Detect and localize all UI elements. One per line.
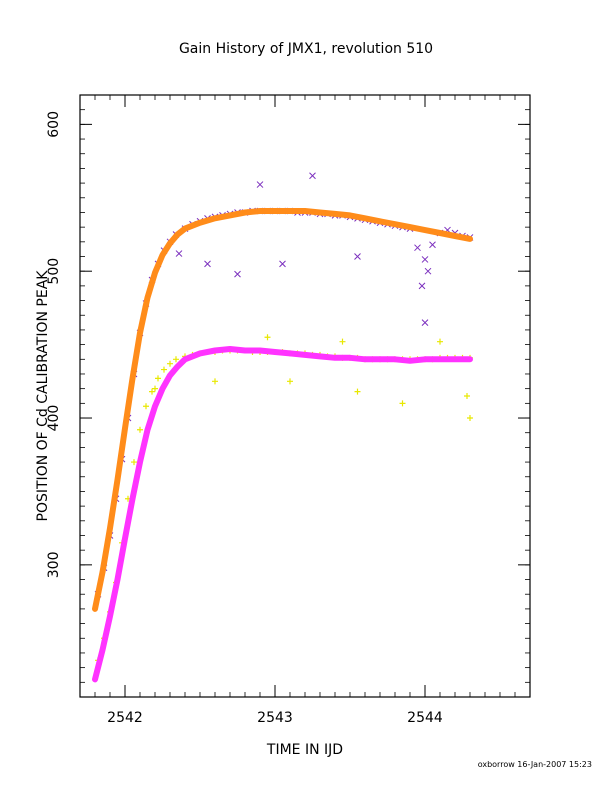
x-tick-labels: 2542 2543 2544: [107, 710, 443, 726]
major-ticks: [80, 95, 530, 697]
fit-curve: [92, 346, 473, 683]
data-point: [287, 378, 293, 385]
data-point: [161, 366, 167, 373]
fit-curve: [92, 208, 473, 612]
data-point: [173, 356, 179, 363]
data-point: [264, 334, 271, 341]
minor-ticks: [79, 94, 531, 698]
chart-title: Gain History of JMX1, revolution 510: [179, 41, 433, 57]
data-point: [152, 385, 158, 392]
data-point: [212, 378, 218, 385]
y-tick-label: 500: [46, 258, 62, 285]
data-point: [155, 375, 161, 382]
data-point: [429, 241, 436, 249]
footer-credit: oxborrow 16-Jan-2007 15:23: [477, 760, 592, 769]
y-tick-labels: 300 400 500 600: [46, 111, 62, 578]
data-point: [137, 426, 143, 433]
data-point: [204, 260, 211, 268]
plot-frame: [79, 94, 531, 698]
data-point: [149, 388, 155, 395]
data-point: [175, 250, 183, 257]
x-tick-label: 2543: [257, 710, 293, 726]
data-point: [234, 270, 241, 278]
series-3: [92, 346, 473, 683]
data-point: [399, 400, 406, 407]
data-point: [421, 256, 429, 263]
series-2: [92, 208, 473, 612]
data-point: [421, 319, 429, 326]
y-tick-label: 300: [46, 551, 62, 578]
data-point: [354, 253, 361, 260]
data-point: [418, 282, 426, 290]
data-point: [354, 388, 361, 395]
x-axis-label: TIME IN IJD: [266, 742, 343, 758]
data-point: [339, 338, 346, 345]
data-point: [143, 403, 149, 410]
y-axis-label: POSITION OF Cd CALIBRATION PEAK: [35, 270, 51, 522]
y-tick-label: 600: [46, 111, 62, 138]
data-point: [167, 360, 173, 367]
y-tick-label: 400: [46, 405, 62, 432]
x-tick-label: 2542: [107, 710, 143, 726]
data-point: [414, 244, 421, 252]
data-point: [279, 260, 286, 268]
data-point: [309, 172, 316, 180]
data-point: [131, 459, 137, 466]
x-tick-label: 2544: [407, 710, 443, 726]
series-1: [95, 334, 473, 664]
series-0: [94, 172, 474, 598]
data-point: [467, 415, 473, 422]
data-point: [464, 393, 470, 399]
series-layer: [92, 172, 474, 683]
data-point: [256, 181, 264, 188]
data-point: [437, 338, 443, 345]
data-point: [424, 267, 432, 275]
